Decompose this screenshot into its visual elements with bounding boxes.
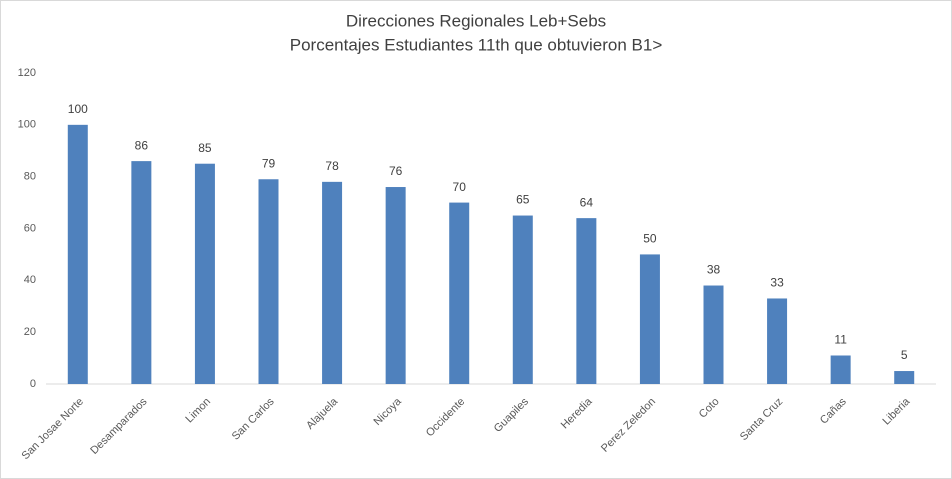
data-label: 79 bbox=[262, 156, 276, 170]
chart-title: Direcciones Regionales Leb+Sebs bbox=[346, 11, 606, 30]
bar bbox=[449, 202, 470, 384]
y-tick-label: 40 bbox=[24, 274, 36, 286]
bar bbox=[767, 298, 788, 384]
bar bbox=[194, 163, 215, 384]
bar bbox=[576, 218, 597, 384]
data-label: 5 bbox=[901, 348, 908, 362]
y-tick-label: 120 bbox=[18, 67, 36, 79]
y-tick-label: 60 bbox=[24, 222, 36, 234]
data-label: 50 bbox=[643, 232, 657, 246]
bar bbox=[322, 181, 343, 384]
data-label: 38 bbox=[707, 263, 721, 277]
data-label: 76 bbox=[389, 164, 403, 178]
chart-subtitle: Porcentajes Estudiantes 11th que obtuvie… bbox=[290, 35, 663, 54]
bar bbox=[894, 371, 915, 384]
bar bbox=[512, 215, 533, 384]
bar bbox=[67, 124, 88, 384]
y-tick-label: 0 bbox=[30, 378, 36, 390]
data-label: 85 bbox=[198, 141, 212, 155]
data-label: 86 bbox=[135, 138, 149, 152]
bar bbox=[258, 179, 279, 384]
bar bbox=[639, 254, 660, 384]
y-tick-label: 80 bbox=[24, 171, 36, 183]
bar bbox=[385, 187, 406, 384]
bar bbox=[703, 285, 724, 384]
data-label: 70 bbox=[453, 180, 467, 194]
data-label: 11 bbox=[834, 333, 847, 347]
data-label: 78 bbox=[325, 159, 339, 173]
bar bbox=[830, 355, 851, 384]
data-label: 33 bbox=[770, 276, 784, 290]
data-label: 64 bbox=[580, 195, 594, 209]
y-tick-label: 100 bbox=[18, 119, 36, 131]
bar bbox=[131, 161, 152, 384]
data-label: 65 bbox=[516, 193, 530, 207]
y-tick-label: 20 bbox=[24, 326, 36, 338]
data-label: 100 bbox=[68, 102, 88, 116]
